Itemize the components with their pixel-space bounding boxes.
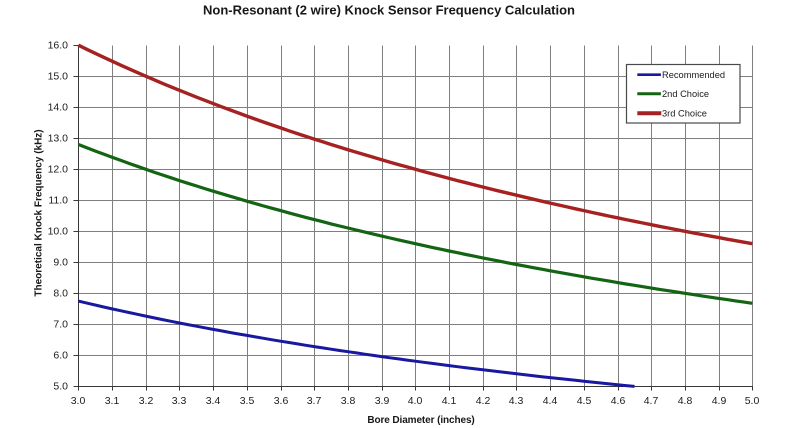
svg-text:3.1: 3.1 [105,395,120,407]
svg-text:Recommended: Recommended [662,70,725,80]
svg-text:16.0: 16.0 [48,40,69,52]
svg-text:4.0: 4.0 [408,395,423,407]
svg-text:7.0: 7.0 [53,319,68,331]
svg-text:4.3: 4.3 [509,395,524,407]
svg-text:14.0: 14.0 [48,102,69,114]
svg-text:Theoretical Knock Frequency (k: Theoretical Knock Frequency (kHz) [34,129,45,296]
svg-text:4.7: 4.7 [644,395,659,407]
svg-text:3.5: 3.5 [240,395,255,407]
svg-text:3rd Choice: 3rd Choice [662,109,707,119]
svg-text:10.0: 10.0 [48,226,69,238]
svg-text:5.0: 5.0 [745,395,760,407]
svg-text:3.9: 3.9 [375,395,390,407]
svg-text:15.0: 15.0 [48,71,69,83]
svg-text:8.0: 8.0 [53,288,68,300]
svg-text:11.0: 11.0 [48,195,68,207]
svg-text:3.6: 3.6 [274,395,289,407]
svg-text:13.0: 13.0 [48,133,69,145]
svg-text:4.9: 4.9 [712,395,727,407]
svg-text:3.2: 3.2 [139,395,154,407]
svg-text:4.1: 4.1 [442,395,457,407]
svg-text:4.8: 4.8 [678,395,693,407]
svg-text:3.3: 3.3 [172,395,187,407]
svg-text:12.0: 12.0 [48,164,69,176]
svg-text:2nd Choice: 2nd Choice [662,89,709,99]
svg-text:6.0: 6.0 [53,350,68,362]
svg-text:4.5: 4.5 [577,395,592,407]
svg-text:4.2: 4.2 [476,395,491,407]
svg-text:4.4: 4.4 [543,395,558,407]
svg-text:3.8: 3.8 [341,395,356,407]
svg-text:Non-Resonant (2 wire) Knock Se: Non-Resonant (2 wire) Knock Sensor Frequ… [203,3,575,18]
svg-text:5.0: 5.0 [53,381,68,393]
svg-text:9.0: 9.0 [53,257,68,269]
svg-text:Bore Diameter (inches): Bore Diameter (inches) [367,415,474,426]
svg-text:3.7: 3.7 [307,395,322,407]
svg-text:4.6: 4.6 [611,395,626,407]
svg-text:3.4: 3.4 [206,395,221,407]
svg-text:3.0: 3.0 [71,395,86,407]
